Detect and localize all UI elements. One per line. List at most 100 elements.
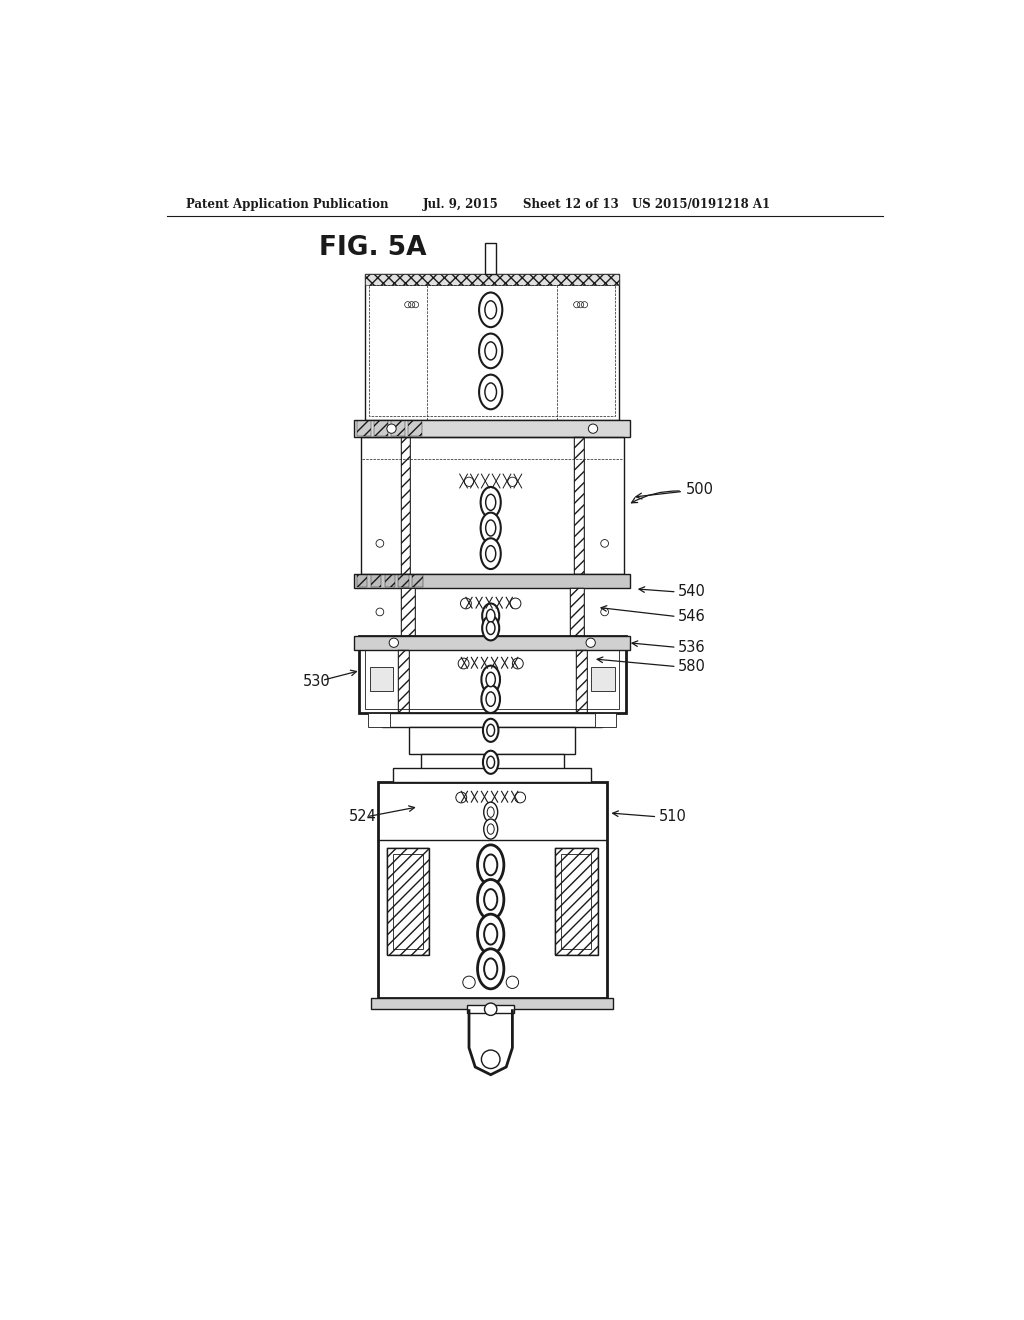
Circle shape: [461, 598, 471, 609]
Bar: [385, 576, 395, 587]
Bar: [359, 636, 626, 713]
Bar: [366, 275, 620, 285]
Bar: [354, 420, 630, 437]
Circle shape: [512, 659, 523, 669]
Bar: [400, 437, 410, 574]
Ellipse shape: [482, 603, 500, 628]
Bar: [397, 649, 409, 713]
Ellipse shape: [482, 615, 500, 640]
Ellipse shape: [477, 915, 504, 954]
Text: 546: 546: [678, 609, 706, 624]
Text: FIG. 5A: FIG. 5A: [319, 235, 427, 261]
Ellipse shape: [479, 334, 503, 368]
Ellipse shape: [479, 293, 503, 327]
Bar: [393, 768, 592, 781]
Bar: [408, 421, 422, 437]
Bar: [400, 589, 415, 636]
Ellipse shape: [479, 375, 503, 409]
Ellipse shape: [480, 487, 501, 517]
Ellipse shape: [483, 803, 498, 822]
Bar: [595, 713, 616, 726]
Ellipse shape: [486, 672, 496, 686]
Text: 536: 536: [678, 640, 706, 655]
Text: 524: 524: [349, 809, 377, 824]
Bar: [561, 854, 592, 949]
Circle shape: [506, 975, 518, 989]
Text: 500: 500: [636, 482, 714, 499]
Ellipse shape: [485, 383, 497, 401]
Bar: [410, 726, 575, 754]
Bar: [366, 649, 620, 709]
Bar: [592, 667, 614, 692]
Text: US 2015/0191218 A1: US 2015/0191218 A1: [632, 198, 770, 211]
Bar: [360, 437, 624, 574]
Circle shape: [458, 659, 469, 669]
Ellipse shape: [487, 807, 495, 817]
Bar: [387, 847, 429, 956]
Ellipse shape: [481, 685, 500, 713]
Bar: [369, 713, 390, 726]
Ellipse shape: [486, 692, 496, 706]
Bar: [400, 589, 415, 636]
Bar: [575, 649, 587, 713]
Text: Sheet 12 of 13: Sheet 12 of 13: [523, 198, 618, 211]
Ellipse shape: [481, 665, 500, 693]
Ellipse shape: [483, 751, 499, 774]
Circle shape: [589, 424, 598, 433]
Bar: [413, 576, 423, 587]
Bar: [574, 437, 584, 574]
Bar: [485, 243, 496, 275]
Text: Patent Application Publication: Patent Application Publication: [186, 198, 389, 211]
Bar: [387, 847, 429, 956]
Bar: [354, 574, 630, 589]
Bar: [555, 847, 598, 956]
Bar: [354, 636, 630, 649]
Ellipse shape: [487, 824, 495, 834]
Bar: [372, 998, 613, 1010]
Ellipse shape: [484, 854, 498, 875]
Ellipse shape: [486, 756, 495, 768]
Ellipse shape: [477, 845, 504, 884]
Ellipse shape: [484, 958, 498, 979]
Ellipse shape: [477, 879, 504, 920]
Ellipse shape: [484, 890, 498, 909]
Ellipse shape: [485, 301, 497, 319]
Ellipse shape: [485, 342, 497, 360]
Ellipse shape: [484, 924, 498, 945]
Bar: [467, 1006, 514, 1014]
Ellipse shape: [486, 610, 495, 622]
Ellipse shape: [485, 545, 496, 562]
Text: Jul. 9, 2015: Jul. 9, 2015: [423, 198, 499, 211]
Ellipse shape: [477, 949, 504, 989]
Bar: [369, 285, 615, 416]
Ellipse shape: [480, 539, 501, 569]
Ellipse shape: [486, 725, 495, 737]
Bar: [400, 437, 410, 574]
Bar: [374, 421, 388, 437]
Circle shape: [464, 478, 474, 487]
Circle shape: [515, 792, 525, 803]
Bar: [378, 781, 607, 998]
Circle shape: [456, 792, 467, 803]
Bar: [356, 576, 368, 587]
Text: 580: 580: [678, 659, 707, 675]
Ellipse shape: [485, 494, 496, 511]
Ellipse shape: [480, 512, 501, 544]
Bar: [421, 754, 563, 781]
Bar: [397, 649, 409, 713]
Bar: [370, 667, 393, 692]
Text: 540: 540: [678, 585, 707, 599]
Ellipse shape: [486, 622, 495, 635]
Bar: [569, 589, 584, 636]
Circle shape: [586, 638, 595, 647]
Bar: [366, 275, 620, 420]
Bar: [555, 847, 598, 956]
Bar: [371, 576, 381, 587]
Ellipse shape: [483, 719, 499, 742]
Bar: [398, 576, 410, 587]
Circle shape: [389, 638, 398, 647]
Ellipse shape: [483, 818, 498, 840]
Circle shape: [481, 1051, 500, 1069]
Bar: [574, 437, 584, 574]
Circle shape: [387, 424, 396, 433]
